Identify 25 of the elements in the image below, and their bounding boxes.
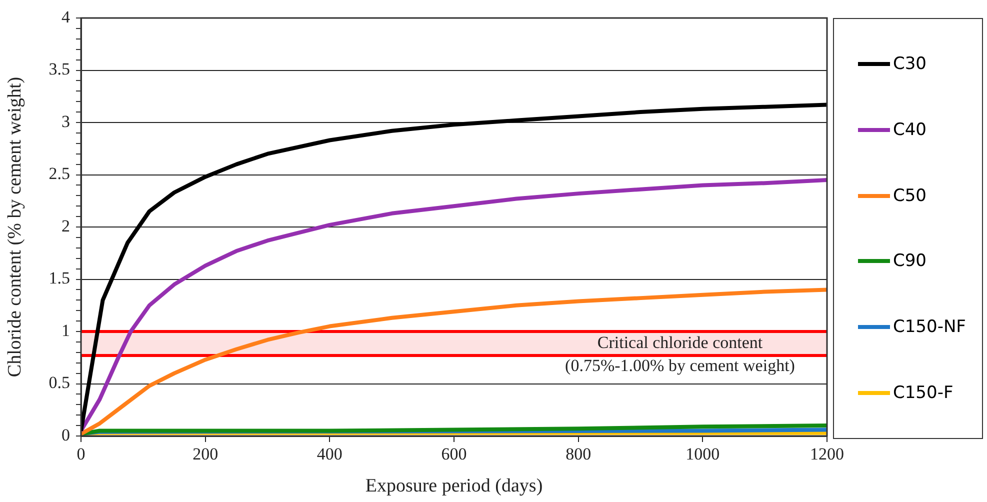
legend-label: C150-F xyxy=(893,383,954,404)
x-tick-label: 1200 xyxy=(810,444,844,464)
band-label: Critical chloride content (0.75%-1.00% by cement weight) xyxy=(565,332,795,375)
y-axis-title: Chloride content (% by cement weight) xyxy=(4,76,26,378)
y-tick-label: 2 xyxy=(62,216,70,236)
y-tick-label: 1 xyxy=(62,320,70,340)
legend-label: C50 xyxy=(893,186,927,206)
x-tick-label: 800 xyxy=(566,444,592,464)
y-tick-label: 1.5 xyxy=(48,268,70,288)
y-tick-label: 0.5 xyxy=(48,373,70,392)
x-tick-label: 200 xyxy=(192,444,218,464)
legend-label: C150-NF xyxy=(893,317,966,338)
y-tick-label: 0 xyxy=(62,425,70,444)
x-axis-title: Exposure period (days) xyxy=(365,476,543,497)
y-tick-label: 3 xyxy=(62,112,70,131)
legend-label: C90 xyxy=(893,251,927,272)
x-tick-label: 0 xyxy=(76,444,86,464)
x-tick-label: 400 xyxy=(316,444,342,464)
y-tick-label: 2.5 xyxy=(48,164,70,184)
y-tick-label: 3.5 xyxy=(48,60,70,79)
x-tick-label: 600 xyxy=(441,444,467,464)
y-tick-label: 4 xyxy=(62,7,70,26)
x-tick-label: 1000 xyxy=(686,444,720,464)
legend-label: C30 xyxy=(893,54,927,74)
legend-label: C40 xyxy=(893,120,927,140)
